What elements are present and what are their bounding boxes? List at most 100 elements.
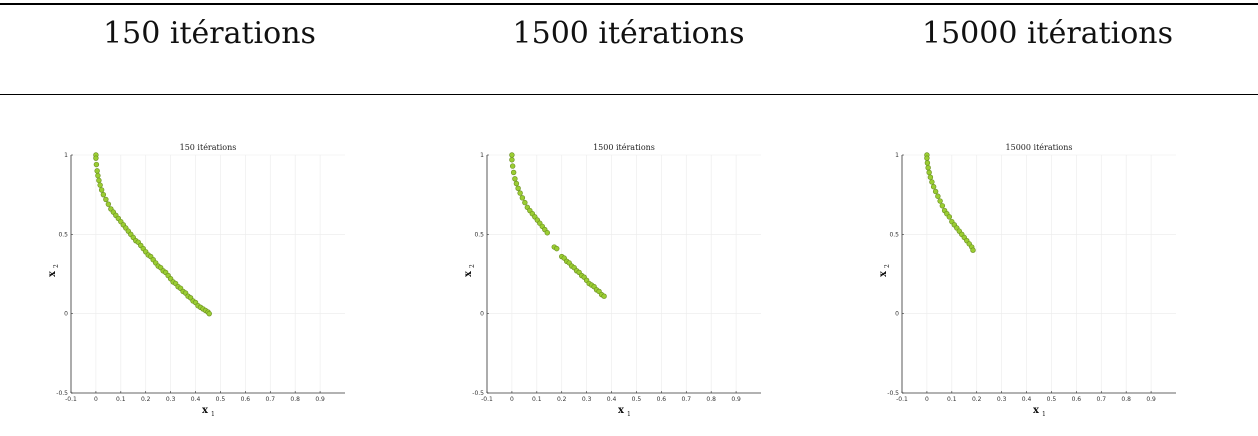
y-tick-label: 0.5 [58,231,68,238]
data-point [929,179,935,185]
x-tick-label: 0.1 [947,396,957,403]
x-axis-label-subscript: 1 [1042,411,1046,418]
y-tick-label: 1 [480,152,484,159]
plot-svg: -0.1 0 0.1 0.2 0.3 0.4 0.5 0.6 0.7 0.8 0.9 -0.5 0 0.5… [47,143,345,418]
x-tick-label: -0.1 [896,396,908,403]
x-tick-label: 0.8 [290,396,300,403]
x-tick-label: 0.6 [657,396,667,403]
x-tick-label: -0.1 [481,396,493,403]
table-top-rule [0,3,1258,5]
y-tick-label: 1 [895,152,899,159]
x-tick-label: 0.2 [972,396,982,403]
y-axis-label-subscript: 2 [884,264,891,268]
y-axis-label-subscript: 2 [53,264,60,268]
column-header-150: 150 itérations [103,16,316,51]
data-point [510,169,517,176]
data-point [554,245,560,252]
data-point [100,191,107,198]
x-axis-label: x [1033,405,1040,416]
x-tick-label: 0.2 [557,396,567,403]
data-point [927,174,934,180]
scatter-plot-15000: -0.1 0 0.1 0.2 0.3 0.4 0.5 0.6 0.7 0.8 0.9 -0.5 0 0.5… [876,140,1196,420]
x-tick-label: 0.2 [141,396,151,403]
y-tick-label: -0.5 [56,390,68,397]
y-tick-label: -0.5 [472,390,484,397]
data-point [932,188,939,195]
data-point [924,155,930,161]
plot-svg: -0.1 0 0.1 0.2 0.3 0.4 0.5 0.6 0.7 0.8 0.9 -0.5 0 0.5… [878,143,1176,418]
data-point [98,187,105,193]
y-tick-label: -0.5 [887,390,899,397]
data-point [105,201,112,207]
x-tick-label: 0 [510,396,514,403]
y-tick-label: 0.5 [889,231,899,238]
x-tick-label: 0.3 [166,396,176,403]
x-tick-label: 0.5 [1047,396,1057,403]
data-point [97,182,103,188]
data-point [930,184,937,190]
column-header-1500: 1500 itérations [512,16,745,51]
data-point [96,177,102,184]
column-header-15000: 15000 itérations [921,16,1174,51]
data-point [515,185,521,192]
y-axis-label: x [463,270,474,277]
data-point [601,293,607,299]
x-axis-label: x [202,405,209,416]
x-axis-label-subscript: 1 [627,411,631,418]
x-tick-label: 0 [94,396,98,403]
data-point [93,155,99,161]
x-tick-label: 0.5 [632,396,642,403]
x-tick-label: 0.7 [265,396,275,403]
x-tick-label: 0.9 [731,396,741,403]
data-point [206,310,212,317]
y-axis-label: x [878,270,889,277]
data-point [95,172,101,179]
plot-title: 15000 itérations [1006,143,1073,152]
plot-title: 150 itérations [180,143,237,152]
x-tick-label: 0.3 [997,396,1007,403]
y-axis-label: x [47,270,58,277]
x-tick-label: 0.3 [582,396,592,403]
x-tick-label: 0.4 [1022,396,1032,403]
data-point [937,198,943,204]
y-tick-label: 0.5 [474,231,484,238]
x-tick-label: 0.1 [532,396,542,403]
data-point [93,161,100,168]
x-tick-label: 0.6 [1072,396,1082,403]
data-point [925,164,931,171]
data-point [512,176,518,182]
data-point [509,152,515,158]
data-point [544,230,550,236]
data-point [939,203,946,209]
x-tick-label: 0 [925,396,929,403]
data-point [522,199,528,206]
data-point [519,195,526,201]
data-point [509,163,516,169]
x-tick-label: 0.9 [1146,396,1156,403]
data-point [924,160,931,166]
table-header-rule [0,94,1258,95]
data-point [517,190,523,196]
data-point [926,169,932,176]
y-tick-label: 0 [895,311,899,318]
data-point [103,196,109,203]
x-tick-label: 0.8 [706,396,716,403]
scatter-plot-1500: -0.1 0 0.1 0.2 0.3 0.4 0.5 0.6 0.7 0.8 0.9 -0.5 0 0.5… [461,140,781,420]
x-axis-label: x [618,405,625,416]
x-tick-label: 0.1 [116,396,126,403]
x-tick-label: 0.4 [607,396,617,403]
x-tick-label: 0.9 [315,396,325,403]
data-point [946,214,953,220]
data-point [94,168,100,174]
data-point [513,180,520,187]
x-tick-label: 0.8 [1121,396,1131,403]
x-tick-label: 0.7 [1096,396,1106,403]
plot-title: 1500 itérations [593,143,655,152]
plot-svg: -0.1 0 0.1 0.2 0.3 0.4 0.5 0.6 0.7 0.8 0.9 -0.5 0 0.5… [463,143,761,418]
x-tick-label: 0.5 [216,396,226,403]
y-tick-label: 0 [480,311,484,318]
data-point [509,157,515,163]
x-tick-label: -0.1 [65,396,77,403]
scatter-plot-150: -0.1 0 0.1 0.2 0.3 0.4 0.5 0.6 0.7 0.8 0.9 -0.5 0 0.5… [45,140,365,420]
data-point [935,193,941,199]
